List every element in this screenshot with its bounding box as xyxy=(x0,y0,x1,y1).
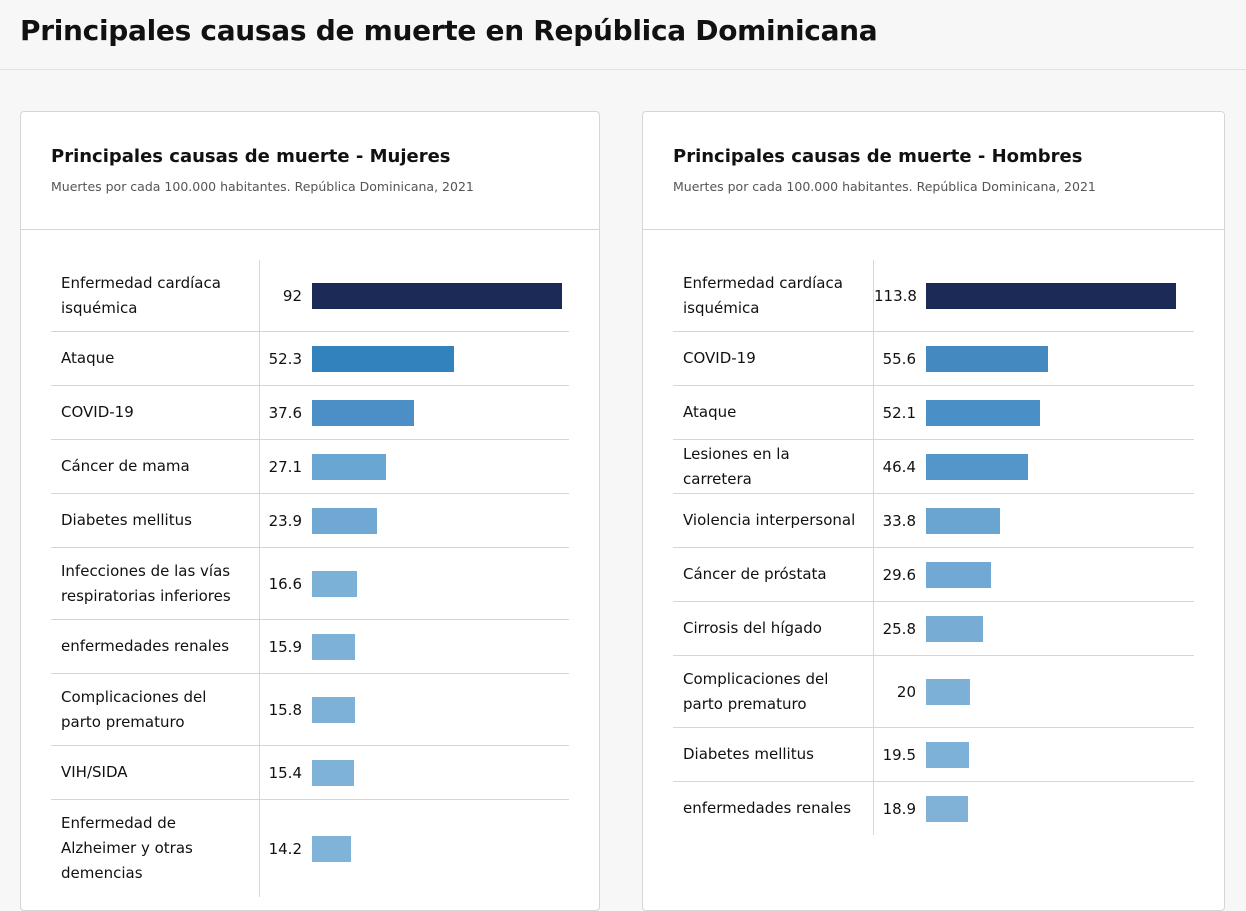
data-label: 113.8 xyxy=(874,286,917,305)
data-label: 14.2 xyxy=(268,839,302,858)
bar-row: Violencia interpersonal 33.8 xyxy=(673,494,1194,548)
bar-row: Enfermedad cardíaca isquémica 113.8 xyxy=(673,260,1194,332)
bar-row: Cáncer de mama 27.1 xyxy=(51,440,569,494)
data-label: 18.9 xyxy=(882,799,916,818)
bar xyxy=(312,345,455,372)
bar-row: Infecciones de las vías respiratorias in… xyxy=(51,548,569,620)
bar xyxy=(312,399,415,426)
category-label: Cáncer de mama xyxy=(51,440,260,493)
data-label: 92 xyxy=(282,286,302,305)
bar-row: Enfermedad cardíaca isquémica 92 xyxy=(51,260,569,332)
page-title: Principales causas de muerte en Repúblic… xyxy=(20,14,878,47)
bar-row: Enfermedad de Alzheimer y otras demencia… xyxy=(51,800,569,897)
category-label: VIH/SIDA xyxy=(51,746,260,799)
bar xyxy=(312,835,351,862)
bar-row: COVID-19 37.6 xyxy=(51,386,569,440)
category-label: Ataque xyxy=(51,332,260,385)
bar xyxy=(312,633,356,660)
bar-row: Diabetes mellitus 19.5 xyxy=(673,728,1194,782)
category-label: Complicaciones del parto prematuro xyxy=(673,656,874,727)
data-label: 20 xyxy=(896,682,916,701)
data-label: 52.3 xyxy=(268,349,302,368)
data-label: 46.4 xyxy=(882,457,916,476)
data-label: 37.6 xyxy=(268,403,302,422)
category-label: Infecciones de las vías respiratorias in… xyxy=(51,548,260,619)
category-label: Cáncer de próstata xyxy=(673,548,874,601)
category-label: COVID-19 xyxy=(51,386,260,439)
bar xyxy=(312,453,386,480)
bar-table: Enfermedad cardíaca isquémica 92 Ataque 52.… xyxy=(51,260,569,897)
chart-subtitle: Muertes por cada 100.000 habitantes. Rep… xyxy=(673,179,1096,194)
bar xyxy=(312,759,354,786)
bar xyxy=(312,570,358,597)
data-label: 29.6 xyxy=(882,565,916,584)
chart-card-men: Principales causas de muerte - Hombres M… xyxy=(642,111,1225,911)
bar-row: Complicaciones del parto prematuro 20 xyxy=(673,656,1194,728)
bar-row: enfermedades renales 18.9 xyxy=(673,782,1194,835)
data-label: 55.6 xyxy=(882,349,916,368)
category-label: enfermedades renales xyxy=(673,782,874,835)
category-label: Ataque xyxy=(673,386,874,439)
chart-title: Principales causas de muerte - Hombres xyxy=(673,146,1083,167)
data-label: 27.1 xyxy=(268,457,302,476)
bar xyxy=(926,561,992,588)
category-label: Complicaciones del parto prematuro xyxy=(51,674,260,745)
bar xyxy=(926,282,1176,309)
bar-row: Cáncer de próstata 29.6 xyxy=(673,548,1194,602)
data-label: 15.9 xyxy=(268,637,302,656)
bar-table: Enfermedad cardíaca isquémica 113.8 COVID-… xyxy=(673,260,1194,835)
category-label: Violencia interpersonal xyxy=(673,494,874,547)
bar-row: Complicaciones del parto prematuro 15.8 xyxy=(51,674,569,746)
category-label: COVID-19 xyxy=(673,332,874,385)
data-label: 15.8 xyxy=(268,700,302,719)
bar-row: Lesiones en la carretera 46.4 xyxy=(673,440,1194,494)
bar-row: Diabetes mellitus 23.9 xyxy=(51,494,569,548)
chart-card-women: Principales causas de muerte - Mujeres M… xyxy=(20,111,600,911)
category-label: Enfermedad cardíaca isquémica xyxy=(673,260,874,331)
bar-row: Ataque 52.3 xyxy=(51,332,569,386)
bar xyxy=(926,399,1041,426)
bar xyxy=(926,795,968,822)
bar-row: Ataque 52.1 xyxy=(673,386,1194,440)
category-label: Enfermedad cardíaca isquémica xyxy=(51,260,260,331)
bar-row: VIH/SIDA 15.4 xyxy=(51,746,569,800)
category-label: enfermedades renales xyxy=(51,620,260,673)
bar xyxy=(926,741,969,768)
data-label: 19.5 xyxy=(882,745,916,764)
chart-title: Principales causas de muerte - Mujeres xyxy=(51,146,451,167)
category-label: Enfermedad de Alzheimer y otras demencia… xyxy=(51,800,260,897)
category-label: Lesiones en la carretera xyxy=(673,440,874,493)
page-header: Principales causas de muerte en Repúblic… xyxy=(0,0,1246,70)
category-label: Cirrosis del hígado xyxy=(673,602,874,655)
category-label: Diabetes mellitus xyxy=(673,728,874,781)
bar xyxy=(926,345,1049,372)
data-label: 15.4 xyxy=(268,763,302,782)
bar-row: Cirrosis del hígado 25.8 xyxy=(673,602,1194,656)
bar xyxy=(312,282,562,309)
data-label: 33.8 xyxy=(882,511,916,530)
bar xyxy=(926,678,970,705)
bar xyxy=(926,507,1001,534)
chart-subtitle: Muertes por cada 100.000 habitantes. Rep… xyxy=(51,179,474,194)
data-label: 25.8 xyxy=(882,619,916,638)
bar-row: COVID-19 55.6 xyxy=(673,332,1194,386)
data-label: 52.1 xyxy=(882,403,916,422)
category-label: Diabetes mellitus xyxy=(51,494,260,547)
data-label: 16.6 xyxy=(268,574,302,593)
bar xyxy=(926,615,983,642)
bar xyxy=(926,453,1028,480)
bar xyxy=(312,507,377,534)
data-label: 23.9 xyxy=(268,511,302,530)
bar-row: enfermedades renales 15.9 xyxy=(51,620,569,674)
bar xyxy=(312,696,355,723)
